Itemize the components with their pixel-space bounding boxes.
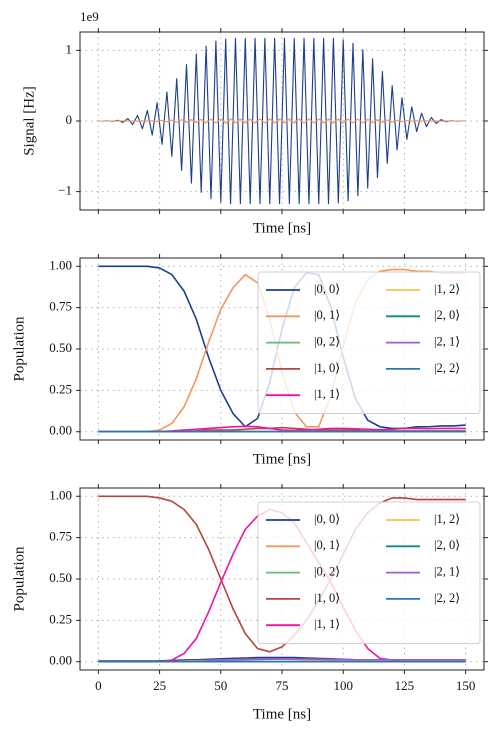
y-tick-label: 1.00: [49, 487, 72, 502]
x-axis-label: Time [ns]: [253, 451, 311, 467]
legend-label: |0, 2⟩: [314, 564, 340, 578]
offset-label: 1e9: [80, 9, 99, 24]
y-tick-label: 0: [66, 112, 73, 127]
y-tick-label: 0.25: [49, 381, 72, 396]
y-axis-label: Signal [Hz]: [21, 86, 37, 156]
y-tick-label: 0.50: [49, 340, 72, 355]
x-tick-label: 25: [153, 678, 166, 693]
legend-label: |2, 2⟩: [434, 591, 460, 605]
x-tick-label: 100: [333, 678, 353, 693]
y-tick-label: 0.75: [49, 529, 72, 544]
legend-label: |2, 2⟩: [434, 361, 460, 375]
x-tick-label: 75: [276, 678, 289, 693]
legend-label: |2, 0⟩: [434, 308, 460, 322]
x-axis-label: Time [ns]: [253, 220, 311, 236]
legend-label: |1, 2⟩: [434, 282, 460, 296]
series-line: [98, 118, 466, 124]
legend-label: |0, 0⟩: [314, 512, 340, 526]
series-line: [98, 495, 466, 653]
legend-label: |2, 0⟩: [434, 538, 460, 552]
y-tick-label: 0.50: [49, 570, 72, 585]
legend-label: |1, 0⟩: [314, 361, 340, 375]
y-tick-label: 1.00: [49, 257, 72, 272]
legend-label: |1, 0⟩: [314, 591, 340, 605]
x-tick-label: 50: [214, 678, 227, 693]
legend-label: |0, 2⟩: [314, 334, 340, 348]
y-tick-label: 0.75: [49, 299, 72, 314]
legend-label: |0, 0⟩: [314, 282, 340, 296]
x-tick-label: 0: [95, 678, 102, 693]
x-tick-label: 125: [395, 678, 415, 693]
y-tick-label: 1: [66, 41, 73, 56]
y-axis-label: Population: [11, 546, 27, 612]
legend-label: |1, 2⟩: [434, 512, 460, 526]
legend-label: |1, 1⟩: [314, 387, 340, 401]
y-tick-label: 0.25: [49, 611, 72, 626]
y-tick-label: 0.00: [49, 423, 72, 438]
y-axis-label: Population: [11, 316, 27, 382]
legend-label: |0, 1⟩: [314, 308, 340, 322]
legend-label: |1, 1⟩: [314, 617, 340, 631]
x-axis-label: Time [ns]: [253, 706, 311, 722]
legend-label: |2, 1⟩: [434, 334, 460, 348]
legend-label: |0, 1⟩: [314, 538, 340, 552]
legend-box: [257, 501, 481, 644]
y-tick-label: −1: [58, 183, 72, 198]
x-tick-label: 150: [456, 678, 476, 693]
legend-label: |2, 1⟩: [434, 564, 460, 578]
y-tick-label: 0.00: [49, 653, 72, 668]
legend-box: [257, 271, 481, 414]
